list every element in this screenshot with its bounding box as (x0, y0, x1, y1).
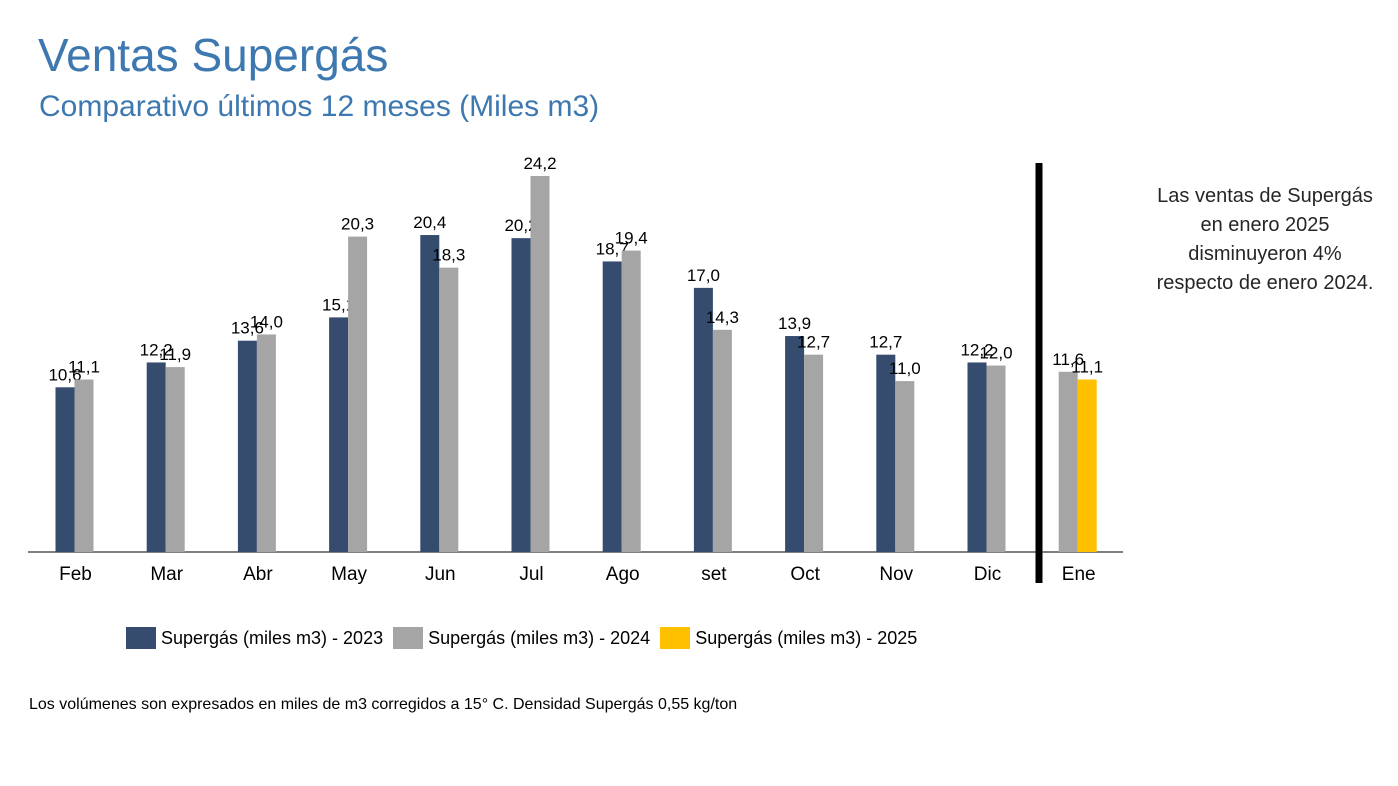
data-label-mar-2024: 11,9 (159, 345, 191, 364)
x-tick-label-ene: Ene (1062, 564, 1096, 585)
bar-set-2023 (693, 287, 713, 552)
bar-dic-2024 (986, 365, 1006, 552)
bar-mar-2024 (165, 367, 185, 552)
bar-jul-2023 (511, 238, 531, 553)
data-label-nov-2023: 12,7 (869, 333, 902, 352)
legend-label-2023: Supergás (miles m3) - 2023 (161, 627, 384, 648)
legend-swatch-2023 (126, 627, 156, 649)
legend-swatch-2025 (660, 627, 691, 649)
data-label-oct-2024: 12,7 (797, 333, 830, 352)
bar-ene-2024 (1058, 371, 1078, 552)
x-tick-label-mar: Mar (150, 564, 183, 585)
data-label-set-2024: 14,3 (706, 308, 739, 327)
bar-jul-2024 (530, 176, 550, 552)
data-label-dic-2024: 12,0 (979, 344, 1012, 363)
chart-title: Ventas Supergás (38, 29, 389, 81)
data-label-mar-2023: 12,2 (140, 340, 173, 359)
legend-swatch-2024 (393, 627, 424, 649)
bar-nov-2023 (876, 354, 896, 552)
legend-label-2025: Supergás (miles m3) - 2025 (695, 627, 918, 648)
summary-note: Las ventas de Supergás en enero 2025 dis… (1156, 185, 1374, 294)
bar-set-2024 (712, 329, 732, 552)
x-tick-label-feb: Feb (59, 564, 92, 585)
bar-nov-2024 (895, 381, 915, 552)
data-label-ago-2023: 18,7 (596, 239, 629, 258)
data-label-oct-2023: 13,9 (778, 314, 811, 333)
data-label-feb-2023: 10,6 (48, 365, 81, 384)
bar-dic-2023 (967, 362, 987, 552)
bar-mar-2023 (146, 362, 166, 552)
data-label-feb-2024: 11,1 (68, 358, 100, 377)
data-label-jul-2023: 20,2 (504, 216, 537, 235)
bar-may-2023 (329, 317, 349, 552)
legend: Supergás (miles m3) - 2023 Supergás (mil… (126, 627, 927, 649)
data-label-may-2024: 20,3 (341, 215, 374, 234)
legend-label-2024: Supergás (miles m3) - 2024 (428, 627, 651, 648)
x-tick-label-ago: Ago (606, 564, 640, 585)
data-label-jun-2023: 20,4 (413, 213, 446, 232)
data-label-nov-2024: 11,0 (889, 359, 921, 378)
bar-chart: 10,611,1Feb12,211,9Mar13,614,0Abr15,120,… (28, 154, 1123, 585)
data-label-jul-2024: 24,2 (523, 154, 556, 173)
data-label-ene-2025: 11,1 (1071, 358, 1103, 377)
x-tick-label-set: set (701, 564, 727, 585)
data-label-set-2023: 17,0 (687, 266, 720, 285)
data-label-dic-2023: 12,2 (960, 340, 993, 359)
chart-area: 10,6 11,1 Feb 12,2 11,9 Mar 13,6 14,0 Abr 15,1 20,… (28, 154, 1123, 585)
footnote: Los volúmenes son expresados en miles de… (29, 696, 738, 713)
data-label-may-2023: 15,1 (322, 295, 355, 314)
bar-oct-2023 (785, 336, 805, 552)
legend-item-2025: Supergás (miles m3) - 2025 (660, 627, 917, 649)
x-tick-label-dic: Dic (974, 564, 1001, 585)
x-tick-label-abr: Abr (243, 564, 273, 585)
bar-ago-2023 (602, 261, 622, 552)
data-label-ene-2024: 11,6 (1052, 350, 1084, 369)
legend-item-2023: Supergás (miles m3) - 2023 (126, 627, 383, 649)
x-tick-label-oct: Oct (790, 564, 820, 585)
chart-subtitle: Comparativo últimos 12 meses (Miles m3) (39, 90, 600, 123)
data-label-ago-2024: 19,4 (615, 229, 648, 248)
data-label-abr-2023: 13,6 (231, 319, 264, 338)
bar-abr-2023 (237, 340, 257, 552)
bar-feb-2023 (55, 387, 75, 552)
x-tick-label-may: May (331, 564, 367, 585)
bar-jun-2023 (420, 235, 440, 552)
data-label-abr-2024: 14,0 (250, 312, 283, 331)
x-tick-label-jul: Jul (519, 564, 543, 585)
bar-ago-2024 (621, 250, 641, 553)
legend-item-2024: Supergás (miles m3) - 2024 (393, 627, 650, 649)
bar-jun-2024 (439, 267, 459, 552)
bar-oct-2024 (804, 354, 824, 552)
x-tick-label-jun: Jun (425, 564, 456, 585)
bar-may-2024 (348, 236, 368, 553)
data-label-jun-2024: 18,3 (432, 246, 465, 265)
x-tick-label-nov: Nov (879, 564, 913, 585)
bar-abr-2024 (256, 334, 276, 552)
bar-ene-2025 (1077, 379, 1097, 552)
bar-feb-2024 (74, 379, 94, 552)
